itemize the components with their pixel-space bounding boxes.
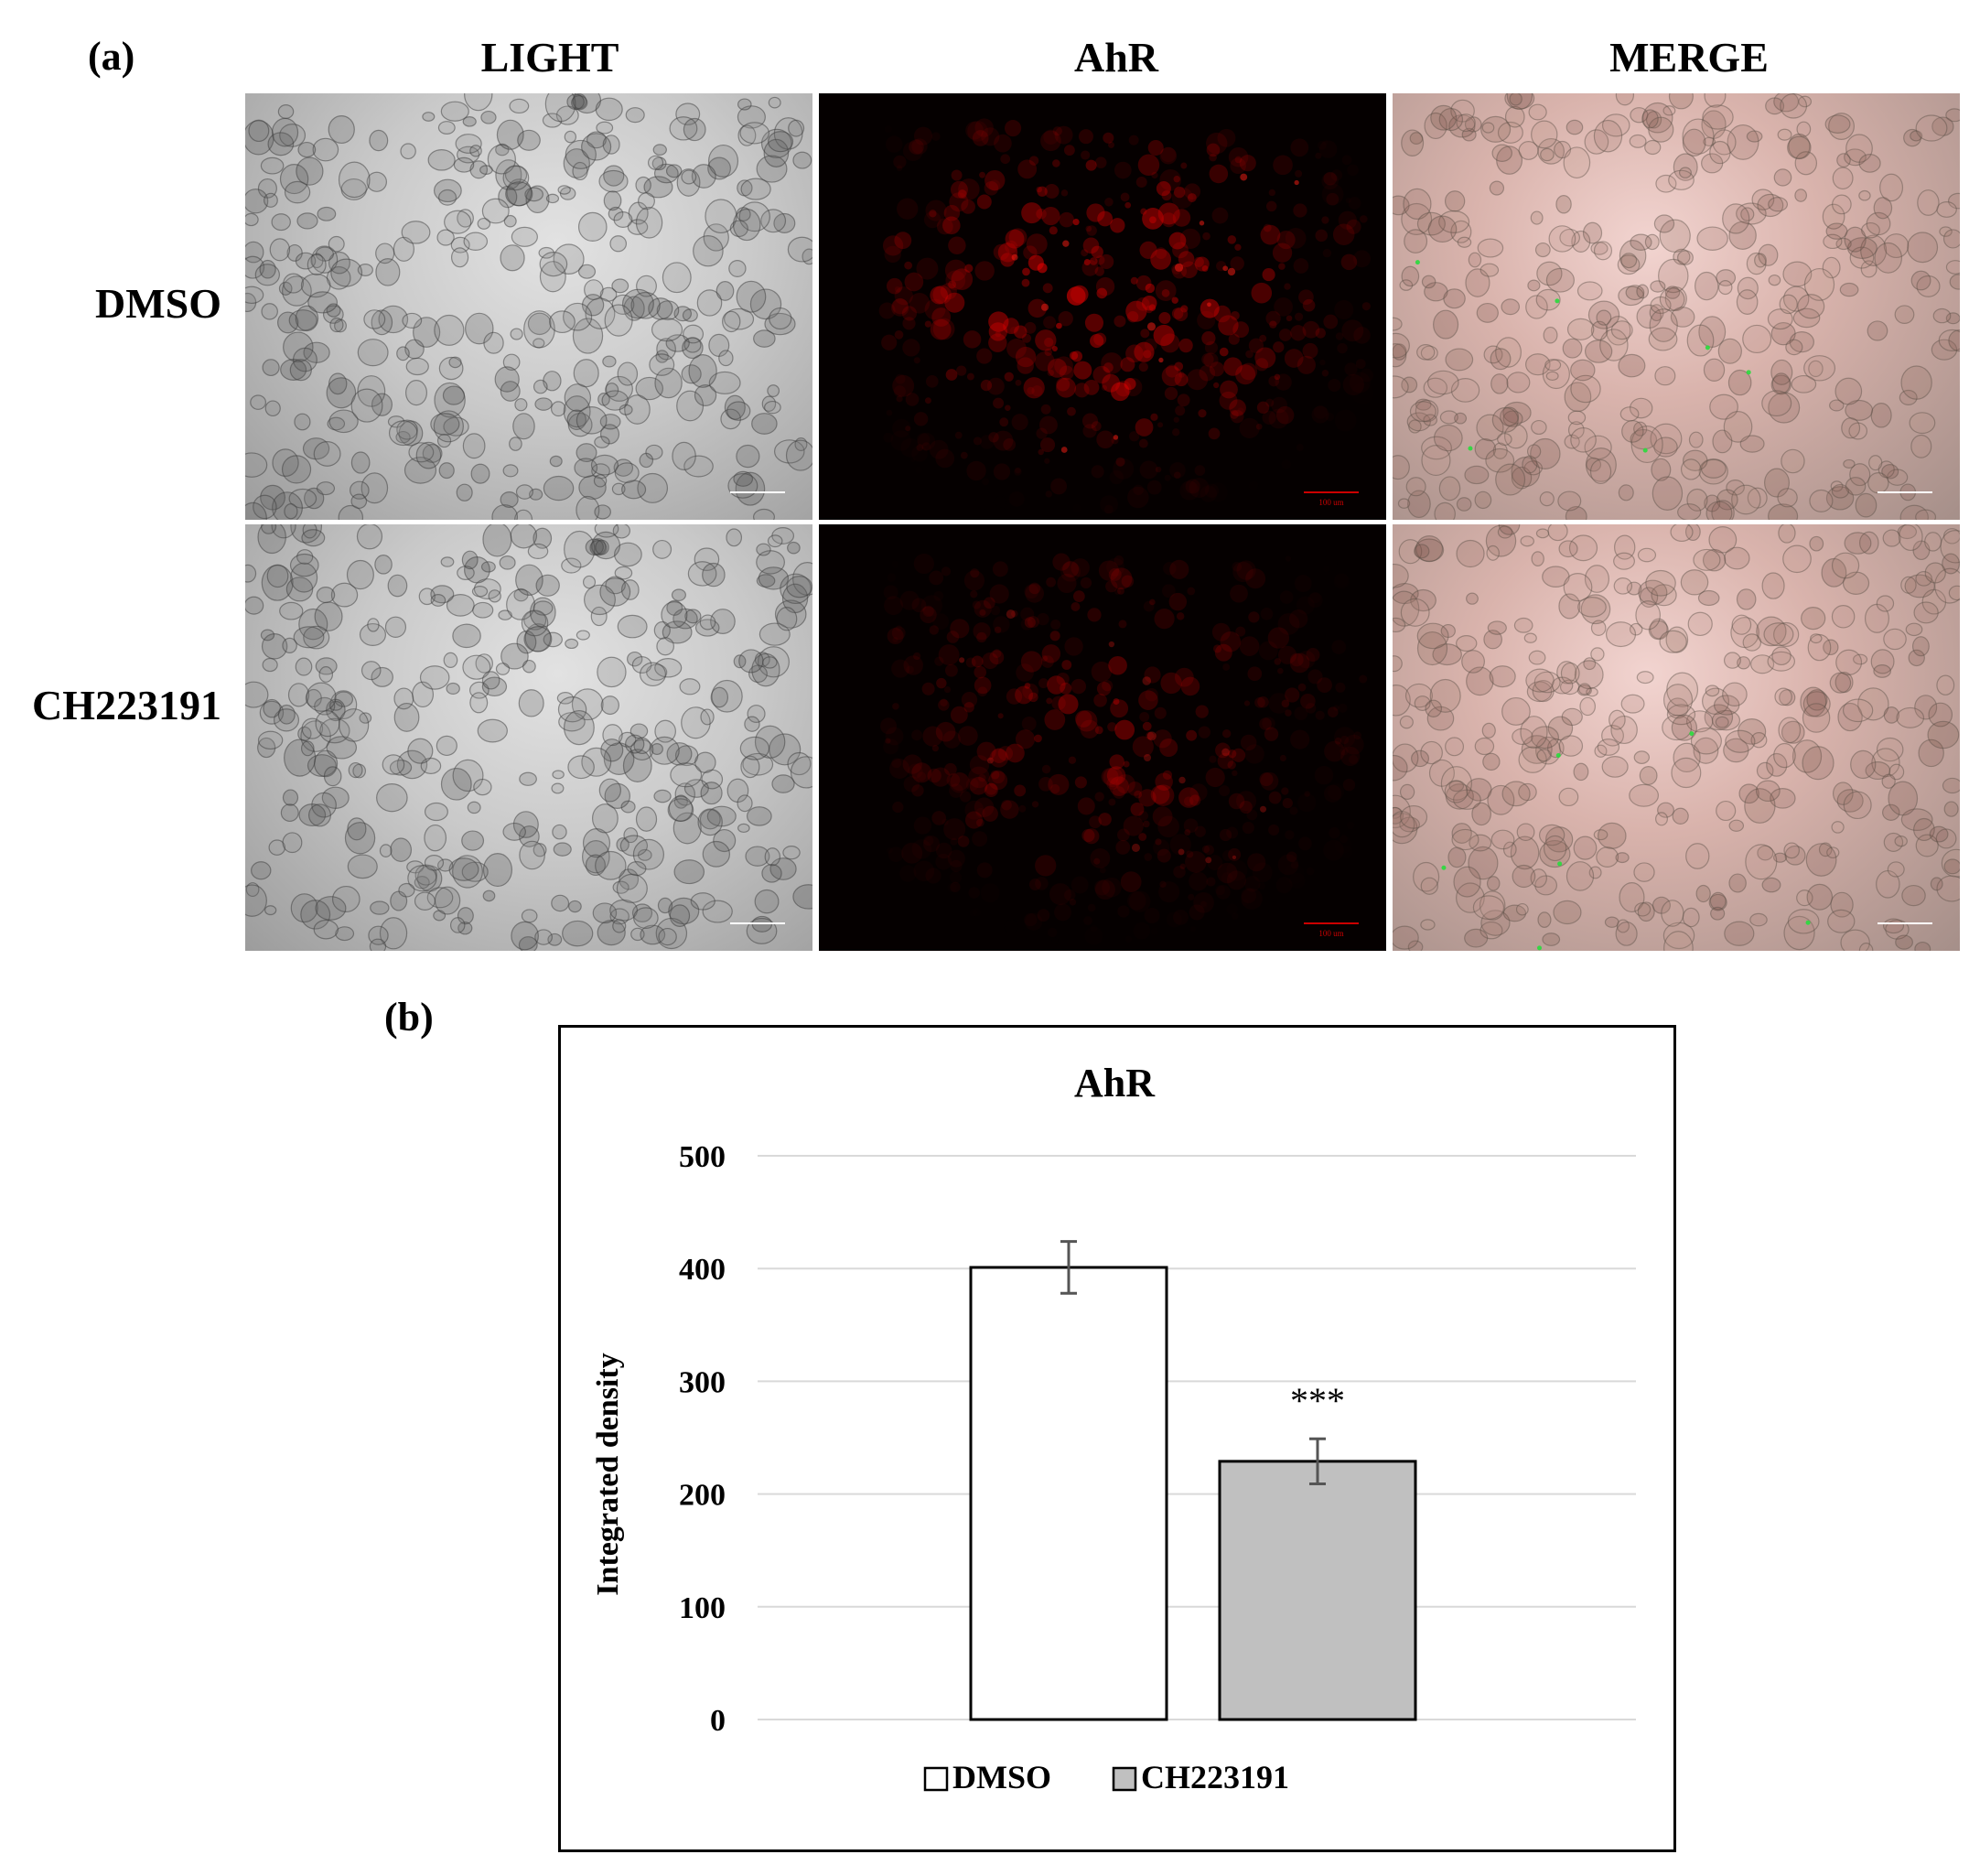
micrograph-light-ch223191 — [245, 524, 812, 951]
error-bar-ch223191 — [1309, 1437, 1326, 1486]
bar-ch223191 — [1218, 1460, 1417, 1721]
row-title-dmso: DMSO — [95, 280, 221, 327]
y-tick-label-0: 0 — [710, 1704, 726, 1738]
micrograph-merge-dmso — [1393, 93, 1960, 520]
column-title-ahr: AhR — [1073, 34, 1159, 81]
micrograph-ahr-ch223191: 100 um — [819, 524, 1386, 951]
legend-swatch-ch223191 — [1112, 1766, 1137, 1792]
row-title-ch223191: CH223191 — [32, 682, 221, 728]
chart-title: AhR — [1074, 1061, 1156, 1105]
legend-label-dmso: DMSO — [952, 1759, 1051, 1795]
column-title-light: LIGHT — [480, 34, 619, 81]
significance-annotation: *** — [1290, 1380, 1345, 1421]
panel-b-tag: (b) — [384, 995, 434, 1040]
panel-a-tag: (a) — [88, 34, 135, 79]
bar-chart-frame: AhR 0 100 200 300 400 500 Integrated density ***… — [558, 1025, 1676, 1852]
svg-text:100 um: 100 um — [1318, 498, 1343, 507]
y-tick-label-300: 300 — [679, 1365, 726, 1399]
legend-label-ch223191: CH223191 — [1141, 1759, 1289, 1795]
y-tick-label-100: 100 — [679, 1591, 726, 1625]
micrograph-merge-ch223191 — [1393, 524, 1960, 951]
y-tick-label-500: 500 — [679, 1140, 726, 1174]
y-axis-label: Integrated density — [591, 1353, 625, 1595]
column-title-merge: MERGE — [1609, 34, 1769, 81]
svg-text:100 um: 100 um — [1318, 929, 1343, 938]
bar-chart: AhR 0 100 200 300 400 500 Integrated density ***… — [591, 1061, 1636, 1795]
y-tick-label-200: 200 — [679, 1479, 726, 1513]
micrograph-light-dmso — [245, 93, 812, 520]
error-bar-dmso — [1060, 1240, 1077, 1295]
micrograph-ahr-dmso: 100 um — [819, 93, 1386, 520]
y-tick-label-400: 400 — [679, 1253, 726, 1287]
legend-swatch-dmso — [923, 1766, 949, 1792]
bar-dmso — [969, 1266, 1168, 1721]
